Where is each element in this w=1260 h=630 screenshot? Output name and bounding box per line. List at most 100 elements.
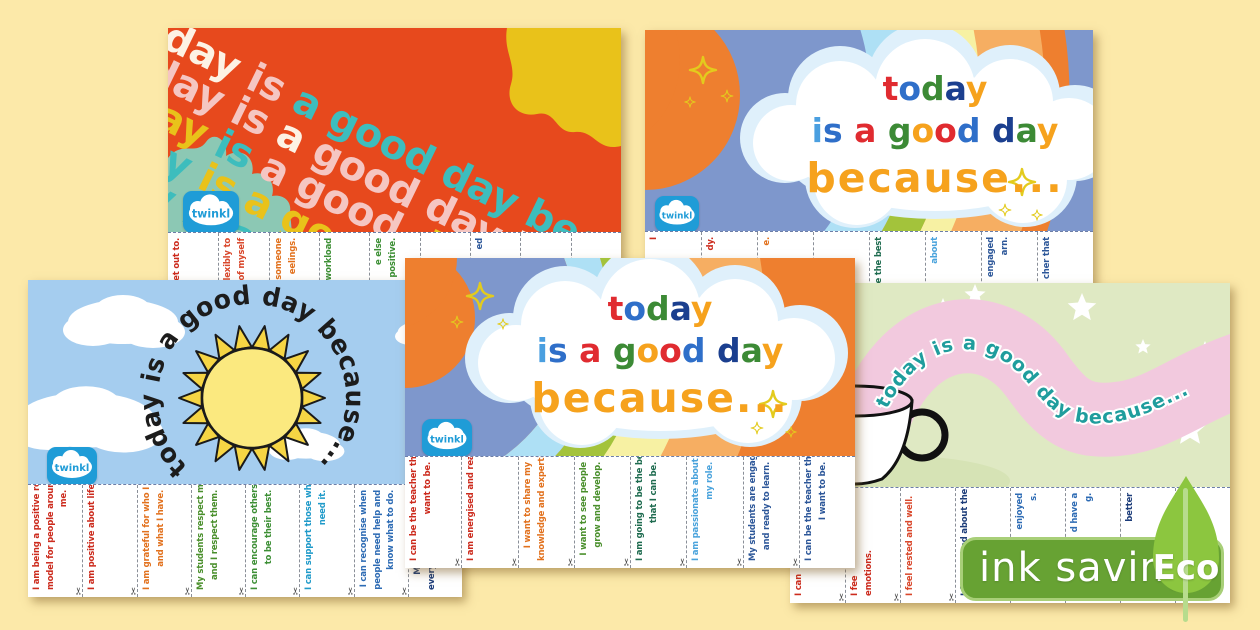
phrase-letter: a <box>618 374 649 423</box>
yellow-blob <box>506 28 621 148</box>
phrase-letter <box>980 111 992 150</box>
scissors-icon: ✂ <box>509 557 521 567</box>
phrase-letter: a <box>669 289 691 328</box>
rainbow-art <box>645 30 1093 232</box>
phrase-letter: a <box>893 154 924 203</box>
mug-art: today is a good day because... <box>790 283 1230 488</box>
poster-rainbow-centre: today is a good day because... twinkl I ca… <box>405 258 855 568</box>
tear-off-strip: ✂cher that <box>1029 232 1093 312</box>
phrase-letter: d <box>716 331 741 371</box>
tear-off-strip: ✂ I can encourage others to be their best. <box>237 484 300 597</box>
phrase-letter: g <box>612 331 637 371</box>
svg-text:twinkl: twinkl <box>55 463 90 474</box>
phrase-letter: u <box>648 374 680 423</box>
phrase-letter: y <box>761 331 784 371</box>
tear-off-strip: ✂ My students are engaged and ready to lea… <box>735 456 800 568</box>
scissors-icon: ✂ <box>790 557 802 567</box>
phrase-letter: s <box>954 154 982 203</box>
tear-off-strip: ✂ I am grateful for who I am and what I ha… <box>129 484 192 597</box>
tear-off-strips: I am being a positive role model for peop… <box>28 484 462 597</box>
phrase-letter <box>568 331 580 370</box>
phrase-letter: c <box>592 374 619 423</box>
strip-text: I want to see people grow and develop. <box>578 462 603 556</box>
twinkl-logo: twinkl <box>47 447 97 485</box>
cloud-shape <box>465 258 848 448</box>
phrase-letter: e <box>981 154 1011 203</box>
scissors-icon: ✂ <box>892 592 904 602</box>
rainbow-art <box>405 258 855 457</box>
scissors-icon: ✂ <box>837 592 849 602</box>
phrase-letter: t <box>607 289 624 328</box>
phrase-letter: o <box>623 289 647 328</box>
phrase-letter: i <box>536 331 548 371</box>
phrase-letter: a <box>944 69 966 108</box>
strip-text: My students are engaged and ready to lear… <box>747 456 772 561</box>
tear-off-strip: ✂ I want to see people grow and develop. <box>566 457 631 568</box>
svg-text:twinkl: twinkl <box>192 208 230 221</box>
strip-text: I can support those who need it. <box>304 484 328 590</box>
phrase-letter: o <box>659 331 682 371</box>
phrase-letter: . <box>753 374 772 423</box>
tear-off-strip: ✂ My students respect me and I respect the… <box>183 484 246 597</box>
phrase-letter: a <box>1015 111 1037 151</box>
phrase-letter: a <box>740 331 762 371</box>
tear-off-strip: ✂ I can be the teacher that I want to be. <box>791 457 855 568</box>
phrase-letter: e <box>562 374 593 423</box>
scissors-icon: ✂ <box>345 586 357 596</box>
scissors-icon: ✂ <box>237 586 249 596</box>
tear-off-strip: ✂ I am energised and ready. <box>453 456 518 568</box>
strip-text: I can recognise when people need help and… <box>358 490 396 590</box>
scissors-icon: ✂ <box>453 557 465 567</box>
phrase-letter: s <box>679 374 707 423</box>
phrase-letter: . <box>771 374 789 423</box>
cloud-phrase: today is a good day because... <box>785 68 1085 205</box>
cloud-shape <box>28 295 462 462</box>
strip-text: My students respect me and I respect them… <box>195 484 220 590</box>
twinkl-logo: twinkl <box>422 419 472 456</box>
phrase-letter: s <box>822 111 843 151</box>
phrase-letter: a <box>854 111 877 151</box>
phrase-letter: e <box>706 374 736 423</box>
phrase-letter <box>601 331 613 370</box>
phrase-letter <box>876 111 888 150</box>
phrase-letter <box>843 111 855 150</box>
scissors-icon: ✂ <box>399 586 411 596</box>
poster-artwork: today is a good day because... <box>645 30 1093 232</box>
tear-off-strip: I am being a positive role model for peop… <box>28 485 82 597</box>
poster-artwork: today is a good day because... <box>790 283 1230 488</box>
scissors-icon: ✂ <box>622 557 634 567</box>
phrase-letter: d <box>681 331 706 371</box>
cloud-phrase-line: today <box>510 288 810 330</box>
phrase-letter: o <box>934 111 957 151</box>
eco-leaf-icon <box>1153 476 1219 622</box>
eco-label: Eco <box>1152 548 1220 588</box>
cloud-phrase-line: because... <box>785 152 1085 204</box>
strip-text: I can encourage others to be their best. <box>250 484 274 590</box>
poster-artwork: todayisagooddaybecause...todayisagoodday… <box>168 28 621 233</box>
phrase-letter: . <box>1046 154 1064 203</box>
tear-off-strip: ✂ I can recognise when people need help an… <box>346 485 409 597</box>
phrase-letter: d <box>646 289 670 328</box>
tear-off-strip: ✂ I am passionate about my role. <box>678 457 743 568</box>
cloud-phrase-line: is a good day <box>785 110 1085 152</box>
sparkle-icon <box>450 281 797 438</box>
scissors-icon: ✂ <box>734 557 746 567</box>
steam-wave <box>833 299 1230 465</box>
svg-text:twinkl: twinkl <box>430 434 464 445</box>
phrase-letter: i <box>811 111 823 151</box>
tear-off-strip: ✂ I am positive about life. <box>74 485 137 597</box>
cloud-phrase: today is a good day because... <box>510 288 810 425</box>
scissors-icon: ✂ <box>182 586 194 596</box>
tear-off-strip: ✂I feel excited about theday ahead. <box>947 488 1011 603</box>
strip-text: I am energised and ready. <box>466 456 477 561</box>
tear-off-strip: ✂e the best <box>861 232 926 312</box>
phrase-letter: y <box>690 289 713 328</box>
sparkle-icon <box>684 55 1043 221</box>
phrase-letter: u <box>923 154 955 203</box>
strip-text: I am grateful for who I am and what I hav… <box>141 484 166 590</box>
